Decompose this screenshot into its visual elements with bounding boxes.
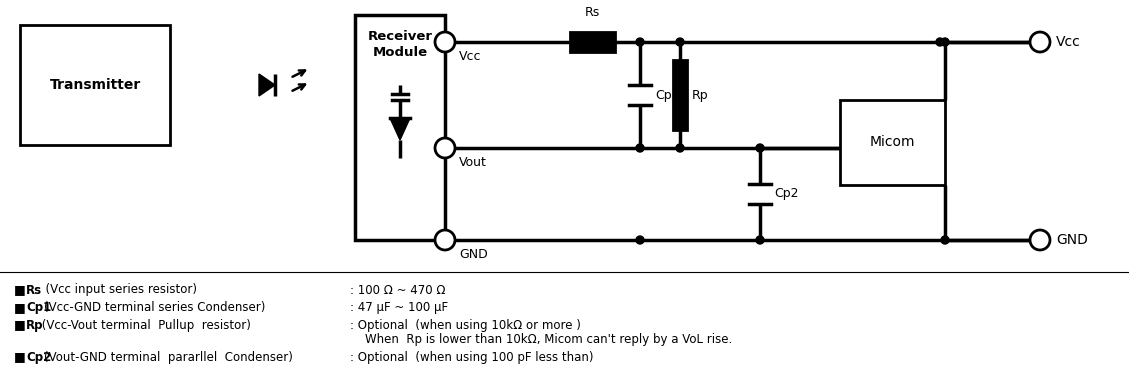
Text: Cp2: Cp2 bbox=[774, 188, 798, 200]
Text: : 47 μF ~ 100 μF: : 47 μF ~ 100 μF bbox=[350, 301, 448, 315]
Circle shape bbox=[435, 138, 455, 158]
Text: (Vout-GND terminal  pararllel  Condenser): (Vout-GND terminal pararllel Condenser) bbox=[44, 350, 292, 364]
Text: Rp: Rp bbox=[692, 88, 709, 102]
Bar bbox=[840, 100, 945, 185]
Circle shape bbox=[435, 230, 455, 250]
Circle shape bbox=[756, 236, 764, 244]
Text: ■: ■ bbox=[14, 301, 26, 315]
Circle shape bbox=[676, 144, 684, 152]
Text: Rp: Rp bbox=[26, 318, 44, 332]
Text: ■: ■ bbox=[14, 318, 26, 332]
Bar bbox=[570, 32, 615, 52]
Text: Vout: Vout bbox=[460, 156, 487, 169]
Text: GND: GND bbox=[460, 247, 488, 261]
Text: : Optional  (when using 100 pF less than): : Optional (when using 100 pF less than) bbox=[350, 350, 594, 364]
Circle shape bbox=[756, 144, 764, 152]
Bar bbox=[355, 15, 445, 240]
Text: (Vcc-GND terminal series Condenser): (Vcc-GND terminal series Condenser) bbox=[44, 301, 265, 315]
Text: ■: ■ bbox=[14, 283, 26, 296]
Circle shape bbox=[936, 38, 944, 46]
Circle shape bbox=[636, 236, 644, 244]
Circle shape bbox=[636, 144, 644, 152]
Text: : 100 Ω ~ 470 Ω: : 100 Ω ~ 470 Ω bbox=[350, 283, 446, 296]
Circle shape bbox=[940, 236, 949, 244]
Text: (Vcc-Vout terminal  Pullup  resistor): (Vcc-Vout terminal Pullup resistor) bbox=[38, 318, 251, 332]
Text: Cp1: Cp1 bbox=[655, 88, 680, 102]
Text: Transmitter: Transmitter bbox=[50, 78, 141, 92]
Circle shape bbox=[940, 38, 949, 46]
Text: Rs: Rs bbox=[26, 283, 42, 296]
Bar bbox=[673, 60, 688, 130]
Circle shape bbox=[636, 38, 644, 46]
Text: ■: ■ bbox=[14, 350, 26, 364]
Text: Vcc: Vcc bbox=[1056, 35, 1080, 49]
Polygon shape bbox=[259, 74, 275, 96]
Text: GND: GND bbox=[1056, 233, 1088, 247]
Text: Cp1: Cp1 bbox=[26, 301, 51, 315]
Text: Vcc: Vcc bbox=[460, 49, 481, 63]
Text: When  Rp is lower than 10kΩ, Micom can't reply by a VoL rise.: When Rp is lower than 10kΩ, Micom can't … bbox=[350, 334, 733, 347]
Text: Rs: Rs bbox=[585, 5, 601, 19]
Text: Receiver: Receiver bbox=[368, 30, 432, 44]
Circle shape bbox=[435, 32, 455, 52]
Circle shape bbox=[676, 38, 684, 46]
Text: Module: Module bbox=[373, 46, 428, 59]
Circle shape bbox=[1030, 230, 1050, 250]
Text: Micom: Micom bbox=[869, 135, 914, 149]
Text: : Optional  (when using 10kΩ or more ): : Optional (when using 10kΩ or more ) bbox=[350, 318, 581, 332]
Text: Cp2: Cp2 bbox=[26, 350, 51, 364]
Circle shape bbox=[1030, 32, 1050, 52]
Polygon shape bbox=[390, 118, 410, 140]
Bar bbox=[20, 25, 170, 145]
Text: (Vcc input series resistor): (Vcc input series resistor) bbox=[38, 283, 196, 296]
